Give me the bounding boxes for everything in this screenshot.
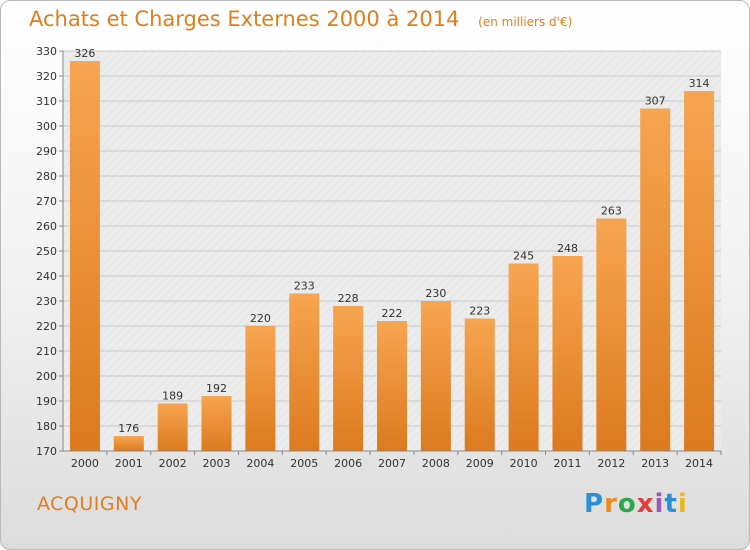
- x-tick-label: 2013: [641, 457, 669, 470]
- commune-name: ACQUIGNY: [37, 493, 142, 515]
- bar: [245, 326, 276, 451]
- y-tick-label: 290: [36, 145, 57, 158]
- data-label: 245: [513, 250, 534, 263]
- x-tick-label: 2000: [71, 457, 99, 470]
- data-label: 223: [469, 305, 490, 318]
- y-tick-label: 220: [36, 320, 57, 333]
- bar: [333, 306, 364, 451]
- bar: [289, 293, 320, 451]
- bar: [552, 256, 583, 451]
- y-tick-label: 170: [36, 445, 57, 458]
- bars: 326 176 189 192 220 233 228 222 230 223 245 248 263 3…: [69, 47, 715, 451]
- bar: [113, 436, 144, 451]
- y-tick-label: 200: [36, 370, 57, 383]
- x-tick-label: 2011: [553, 457, 581, 470]
- y-tick-label: 210: [36, 345, 57, 358]
- bar: [640, 108, 671, 451]
- x-tick-label: 2008: [422, 457, 450, 470]
- bar: [201, 396, 232, 451]
- x-tick-label: 2014: [685, 457, 713, 470]
- y-tick-label: 270: [36, 195, 57, 208]
- x-tick-label: 2012: [597, 457, 625, 470]
- data-label: 233: [294, 280, 315, 293]
- bar: [684, 91, 715, 451]
- bar: [464, 318, 495, 451]
- data-label: 307: [645, 95, 666, 108]
- y-tick-label: 190: [36, 395, 57, 408]
- logo-letter: i: [677, 489, 688, 519]
- y-tick-label: 260: [36, 220, 57, 233]
- y-tick-label: 300: [36, 120, 57, 133]
- x-tick-label: 2004: [246, 457, 274, 470]
- data-label: 176: [118, 422, 139, 435]
- data-label: 189: [162, 390, 183, 403]
- data-label: 220: [250, 312, 271, 325]
- y-tick-label: 180: [36, 420, 57, 433]
- y-tick-label: 250: [36, 245, 57, 258]
- chart-title-text: Achats et Charges Externes 2000 à 2014: [29, 7, 460, 31]
- x-tick-label: 2009: [466, 457, 494, 470]
- proxiti-logo: Proxiti: [584, 489, 688, 519]
- chart-title: Achats et Charges Externes 2000 à 2014 (…: [29, 7, 572, 31]
- bar: [596, 218, 627, 451]
- logo-letter: o: [617, 489, 637, 519]
- y-tick-label: 240: [36, 270, 57, 283]
- x-tick-label: 2010: [510, 457, 538, 470]
- logo-letter: r: [604, 489, 618, 519]
- bar: [508, 263, 539, 451]
- x-tick-label: 2002: [159, 457, 187, 470]
- data-label: 326: [74, 47, 95, 60]
- data-label: 314: [689, 77, 710, 90]
- bar: [377, 321, 407, 451]
- logo-letter: P: [584, 489, 605, 519]
- x-tick-labels: 2000 2001 2002 2003 2004 2005 2006 2007 2008 2009…: [71, 451, 722, 470]
- y-tick-label: 330: [36, 45, 57, 58]
- bar: [157, 403, 188, 451]
- y-tick-label: 230: [36, 295, 57, 308]
- data-label: 230: [425, 287, 446, 300]
- y-tick-label: 280: [36, 170, 57, 183]
- x-tick-label: 2001: [115, 457, 143, 470]
- x-tick-label: 2005: [290, 457, 318, 470]
- y-tick-labels: 170 180 190 200 210 220 230 240 250 260 270 280 290 3…: [36, 45, 63, 458]
- logo-letter: i: [654, 489, 665, 519]
- x-tick-label: 2003: [203, 457, 231, 470]
- logo-letter: t: [664, 489, 678, 519]
- logo-letter: x: [636, 489, 655, 519]
- data-label: 263: [601, 205, 622, 218]
- data-label: 222: [382, 307, 403, 320]
- y-tick-label: 310: [36, 95, 57, 108]
- bar: [69, 61, 100, 451]
- x-tick-label: 2007: [378, 457, 406, 470]
- data-label: 192: [206, 382, 227, 395]
- data-label: 228: [338, 292, 359, 305]
- x-tick-label: 2006: [334, 457, 362, 470]
- bar: [420, 301, 451, 451]
- data-label: 248: [557, 242, 578, 255]
- y-tick-label: 320: [36, 70, 57, 83]
- chart-subtitle: (en milliers d'€): [478, 15, 573, 29]
